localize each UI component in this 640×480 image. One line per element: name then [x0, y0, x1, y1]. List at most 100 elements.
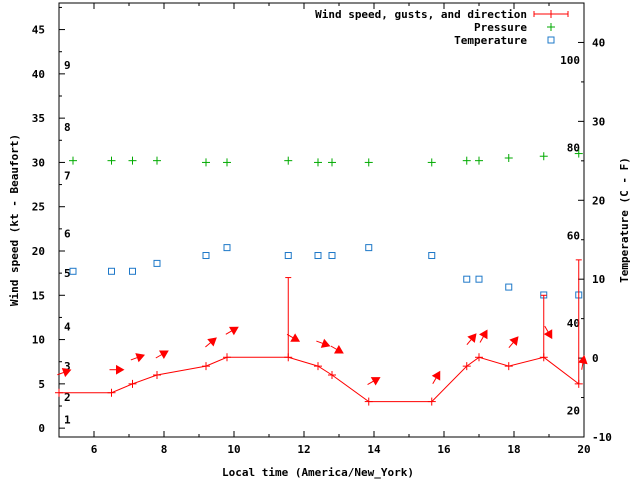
pressure-point — [69, 156, 77, 165]
temperature-point — [223, 244, 231, 252]
wind-direction-arrow — [286, 333, 301, 342]
wind-speed-point — [55, 388, 63, 397]
fahrenheit-label: 80 — [567, 142, 580, 155]
axis-ticks — [58, 3, 585, 438]
wind-speed-point — [364, 397, 373, 406]
plot-frame — [58, 2, 585, 438]
wind-direction-arrow — [155, 350, 169, 359]
pressure-point — [314, 158, 322, 167]
wind-direction-arrow — [466, 333, 477, 346]
y-left-tick-label: 35 — [32, 112, 45, 125]
x-tick-label: 18 — [507, 443, 520, 456]
temperature-point — [153, 259, 161, 267]
wind-direction-head — [509, 336, 519, 346]
y-right-tick-label: -10 — [592, 431, 612, 444]
wind-speed-point — [223, 353, 231, 362]
wind-direction-arrow — [225, 326, 239, 336]
data-series — [55, 149, 588, 406]
pressure-point — [128, 156, 137, 165]
wind-speed-point — [475, 353, 483, 362]
pressure-point — [427, 158, 436, 167]
pressure-point — [364, 158, 373, 167]
x-tick-label: 6 — [91, 443, 98, 456]
legend-item: Pressure — [474, 21, 555, 34]
wind-direction-arrow — [431, 370, 441, 385]
y-right-tick-label: 0 — [592, 352, 599, 365]
axis-tick-labels: 6 8 10 12 14 16 18 20051015202530354045-1001020… — [32, 24, 612, 456]
wind-direction-arrow — [316, 338, 331, 348]
wind-speed-point — [128, 379, 137, 388]
y-right-tick-label: 30 — [592, 115, 605, 128]
temperature-point — [428, 252, 436, 260]
temperature-point — [129, 267, 136, 275]
beaufort-label: 2 — [64, 391, 71, 404]
temperature-point — [108, 267, 115, 275]
y-left-tick-label: 0 — [38, 422, 45, 435]
wind-speed-point — [427, 397, 436, 406]
wind-direction-arrow — [330, 345, 344, 354]
wind-direction-arrow — [508, 336, 519, 349]
pressure-point — [539, 152, 548, 161]
beaufort-label: 9 — [64, 59, 71, 72]
wind-direction-arrow — [479, 329, 488, 343]
pressure-point — [202, 158, 210, 167]
wind-direction-head — [543, 329, 553, 340]
beaufort-label: 8 — [64, 121, 71, 134]
wind-direction-arrow — [130, 353, 145, 363]
y-left-tick-label: 15 — [32, 289, 45, 302]
beaufort-label: 7 — [64, 170, 71, 183]
y-left-tick-label: 10 — [32, 334, 45, 347]
wind-direction-head — [479, 329, 488, 340]
fahrenheit-label: 60 — [567, 229, 580, 242]
y-left-tick-label: 45 — [32, 24, 45, 37]
legend-item: Temperature — [454, 34, 555, 47]
temperature-point — [69, 267, 77, 275]
legend: Wind speed, gusts, and directionPressure… — [315, 8, 569, 47]
temperature-point — [505, 283, 513, 291]
x-axis-label: Local time (America/New_York) — [222, 466, 414, 479]
y-left-tick-label: 25 — [32, 201, 45, 214]
x-tick-label: 8 — [161, 443, 168, 456]
beaufort-label: 5 — [64, 267, 71, 280]
wind-direction-head — [159, 350, 169, 359]
wind-direction-head — [320, 338, 331, 348]
wind-direction-head — [290, 333, 301, 342]
pressure-point — [284, 156, 293, 165]
fahrenheit-label: 40 — [567, 317, 580, 330]
beaufort-scale: 1 2 3 4 5 6 7 8 9 — [64, 59, 71, 426]
wind-direction-head — [229, 326, 239, 336]
y-left-tick-label: 20 — [32, 245, 45, 258]
y-axis-left-label: Wind speed (kt - Beaufort) — [8, 134, 21, 306]
legend-label: Pressure — [474, 21, 527, 34]
wind-direction-head — [116, 364, 125, 375]
pressure-point — [504, 154, 513, 162]
y-left-tick-label: 40 — [32, 68, 45, 81]
wind-speed-point — [462, 362, 471, 371]
pressure-point — [462, 156, 471, 165]
y-right-tick-label: 10 — [592, 273, 605, 286]
legend-item: Wind speed, gusts, and direction — [315, 8, 569, 21]
y-left-tick-label: 30 — [32, 156, 45, 169]
x-tick-label: 20 — [577, 443, 590, 456]
wind-speed-point — [328, 371, 336, 379]
beaufort-label: 6 — [64, 227, 71, 240]
x-tick-label: 16 — [437, 443, 451, 456]
wind-direction-head — [370, 377, 381, 386]
wind-speed-point — [504, 362, 513, 371]
temperature-point — [202, 252, 210, 260]
wind-direction-head — [135, 353, 145, 363]
temperature-point — [365, 244, 373, 252]
wind-direction-arrow — [367, 377, 381, 386]
wind-speed-point — [202, 362, 210, 371]
wind-direction-head — [578, 354, 588, 365]
wind-speed-line — [59, 356, 580, 403]
temperature-point — [284, 252, 292, 260]
legend-label: Temperature — [454, 34, 527, 47]
legend-label: Wind speed, gusts, and direction — [315, 8, 527, 21]
x-tick-label: 10 — [227, 443, 240, 456]
wind-direction-arrow — [578, 354, 588, 370]
beaufort-label: 3 — [64, 360, 71, 373]
wind-direction-head — [467, 333, 477, 343]
